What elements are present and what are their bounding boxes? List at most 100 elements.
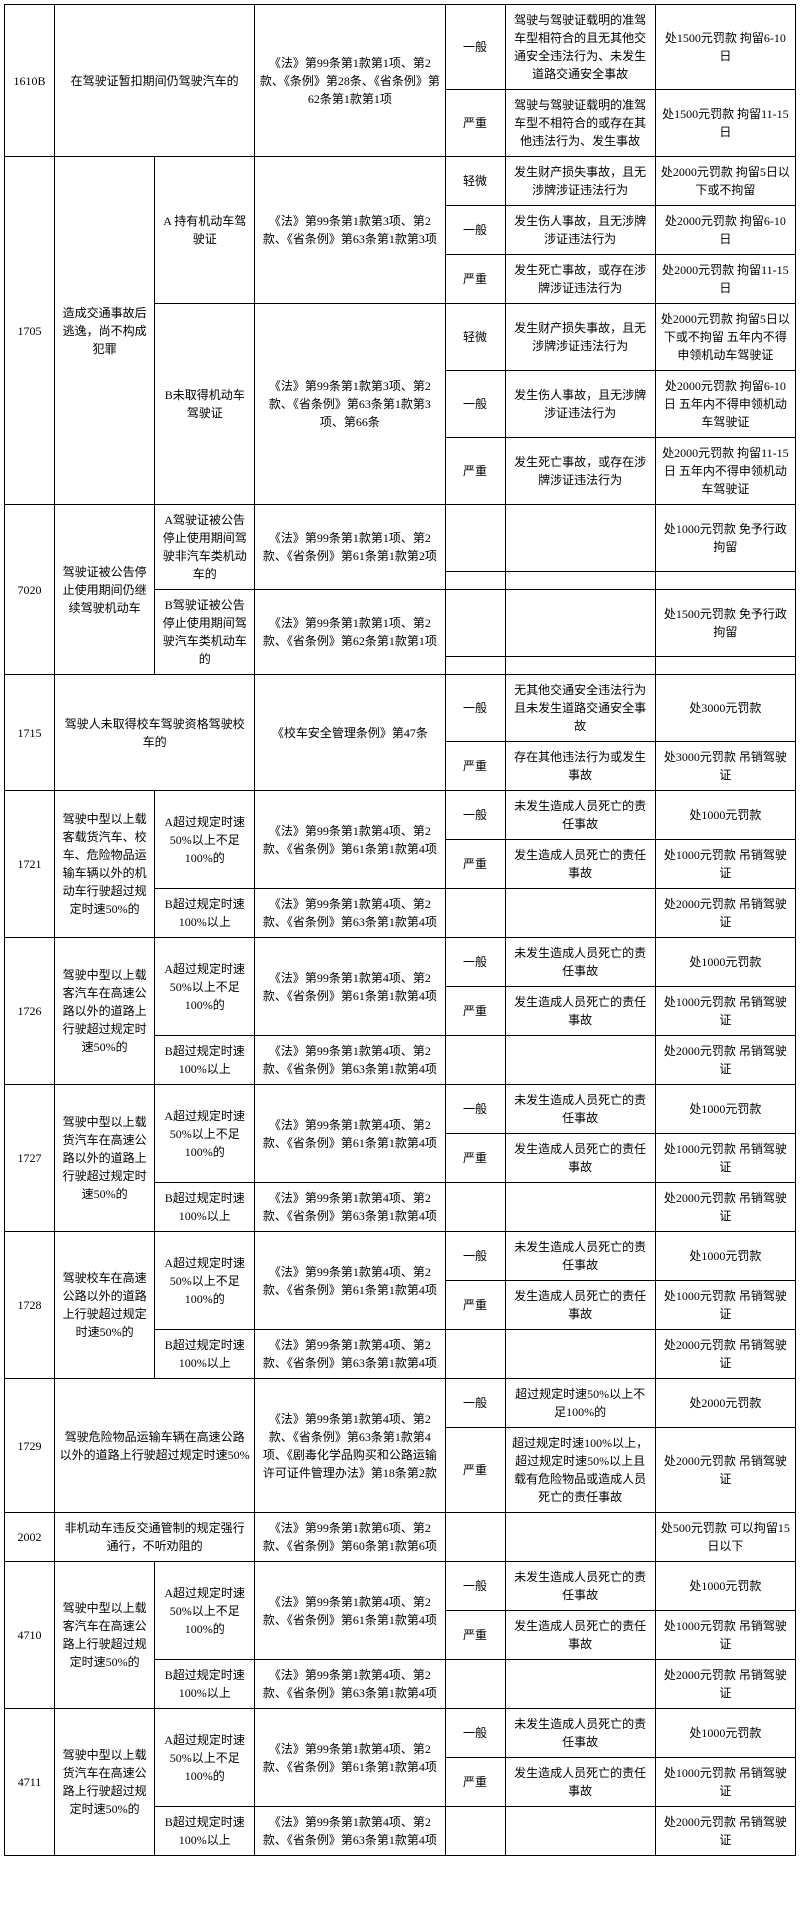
table-cell: A超过规定时速50%以上不足100%的 — [155, 1709, 255, 1807]
table-cell: A超过规定时速50%以上不足100%的 — [155, 791, 255, 889]
table-cell — [445, 1807, 505, 1856]
table-cell: 处1000元罚款 吊销驾驶证 — [655, 1611, 795, 1660]
table-cell: 4710 — [5, 1562, 55, 1709]
penalty-table: 1610B在驾驶证暂扣期间仍驾驶汽车的《法》第99条第1款第1项、第2款、《条例… — [4, 4, 796, 1856]
table-cell: 处2000元罚款 吊销驾驶证 — [655, 1428, 795, 1513]
table-cell: 一般 — [445, 1379, 505, 1428]
table-cell: 严重 — [445, 742, 505, 791]
table-cell: 处2000元罚款 吊销驾驶证 — [655, 889, 795, 938]
table-cell: 处1000元罚款 吊销驾驶证 — [655, 1134, 795, 1183]
table-cell: 发生造成人员死亡的责任事故 — [505, 1134, 655, 1183]
table-cell: 处500元罚款 可以拘留15日以下 — [655, 1513, 795, 1562]
table-row: 1729驾驶危险物品运输车辆在高速公路以外的道路上行驶超过规定时速50%《法》第… — [5, 1379, 796, 1428]
table-cell: 1721 — [5, 791, 55, 938]
table-cell: 处3000元罚款 — [655, 675, 795, 742]
table-cell: 《法》第99条第1款第4项、第2款、《省条例》第61条第1款第4项 — [255, 1085, 445, 1183]
table-cell: 发生死亡事故，或存在涉牌涉证违法行为 — [505, 255, 655, 304]
table-cell: 驾驶与驾驶证载明的准驾车型相符合的且无其他交通安全违法行为、未发生道路交通安全事… — [505, 5, 655, 90]
table-cell: 4711 — [5, 1709, 55, 1856]
table-cell: 处2000元罚款 吊销驾驶证 — [655, 1660, 795, 1709]
table-cell: 存在其他违法行为或发生事故 — [505, 742, 655, 791]
table-cell: 《法》第99条第1款第4项、第2款、《省条例》第63条第1款第4项、《剧毒化学品… — [255, 1379, 445, 1513]
table-cell: 发生财产损失事故，且无涉牌涉证违法行为 — [505, 157, 655, 206]
table-cell — [505, 1807, 655, 1856]
table-cell: 未发生造成人员死亡的责任事故 — [505, 1232, 655, 1281]
table-cell — [505, 889, 655, 938]
table-cell — [445, 1660, 505, 1709]
table-cell: 发生造成人员死亡的责任事故 — [505, 1611, 655, 1660]
table-cell: 处3000元罚款 吊销驾驶证 — [655, 742, 795, 791]
table-cell: 《法》第99条第1款第1项、第2款、《省条例》第61条第1款第2项 — [255, 505, 445, 590]
table-cell: 《法》第99条第1款第4项、第2款、《省条例》第63条第1款第4项 — [255, 1183, 445, 1232]
table-cell: 处1500元罚款 免予行政拘留 — [655, 590, 795, 657]
table-cell: 处2000元罚款 拘留5日以下或不拘留 五年内不得申领机动车驾驶证 — [655, 304, 795, 371]
table-cell: B超过规定时速100%以上 — [155, 1807, 255, 1856]
table-cell: 驾驶中型以上载货汽车在高速公路以外的道路上行驶超过规定时速50%的 — [55, 1085, 155, 1232]
table-cell: 在驾驶证暂扣期间仍驾驶汽车的 — [55, 5, 255, 157]
table-cell: 发生伤人事故，且无涉牌涉证违法行为 — [505, 371, 655, 438]
table-cell: B超过规定时速100%以上 — [155, 1660, 255, 1709]
table-cell: 处1000元罚款 — [655, 1232, 795, 1281]
table-cell: 驾驶中型以上载客载货汽车、校车、危险物品运输车辆以外的机动车行驶超过规定时速50… — [55, 791, 155, 938]
table-cell: 1705 — [5, 157, 55, 505]
table-cell: 一般 — [445, 1709, 505, 1758]
table-cell: 未发生造成人员死亡的责任事故 — [505, 1562, 655, 1611]
table-cell: 严重 — [445, 1134, 505, 1183]
table-cell: 处1000元罚款 — [655, 1709, 795, 1758]
table-cell: 处1000元罚款 吊销驾驶证 — [655, 1758, 795, 1807]
table-cell: 处1500元罚款 拘留6-10日 — [655, 5, 795, 90]
table-cell: 一般 — [445, 791, 505, 840]
table-row: 7020驾驶证被公告停止使用期间仍继续驾驶机动车A驾驶证被公告停止使用期间驾驶非… — [5, 505, 796, 572]
table-cell: 《法》第99条第1款第4项、第2款、《省条例》第61条第1款第4项 — [255, 938, 445, 1036]
table-cell: A超过规定时速50%以上不足100%的 — [155, 1562, 255, 1660]
table-cell — [505, 1036, 655, 1085]
table-cell: 处2000元罚款 拘留11-15日 — [655, 255, 795, 304]
table-cell: 一般 — [445, 1562, 505, 1611]
table-cell — [655, 572, 795, 590]
table-cell — [445, 572, 505, 590]
table-cell: 《法》第99条第1款第1项、第2款、《条例》第28条、《省条例》第62条第1款第… — [255, 5, 445, 157]
table-cell: 《法》第99条第1款第4项、第2款、《省条例》第63条第1款第4项 — [255, 1807, 445, 1856]
table-cell: 处2000元罚款 吊销驾驶证 — [655, 1330, 795, 1379]
table-cell: 一般 — [445, 938, 505, 987]
table-cell: 严重 — [445, 1758, 505, 1807]
table-cell: 《法》第99条第1款第3项、第2款、《省条例》第63条第1款第3项 — [255, 157, 445, 304]
table-cell: 处1000元罚款 吊销驾驶证 — [655, 1281, 795, 1330]
table-cell: 驾驶中型以上载货汽车在高速公路上行驶超过规定时速50%的 — [55, 1709, 155, 1856]
table-cell: 未发生造成人员死亡的责任事故 — [505, 1085, 655, 1134]
table-row: 1727驾驶中型以上载货汽车在高速公路以外的道路上行驶超过规定时速50%的A超过… — [5, 1085, 796, 1134]
table-cell — [505, 572, 655, 590]
table-row: 1728驾驶校车在高速公路以外的道路上行驶超过规定时速50%的A超过规定时速50… — [5, 1232, 796, 1281]
table-cell: 处1000元罚款 — [655, 938, 795, 987]
table-cell: 严重 — [445, 1428, 505, 1513]
table-cell: 处1500元罚款 拘留11-15日 — [655, 90, 795, 157]
table-cell: 未发生造成人员死亡的责任事故 — [505, 1709, 655, 1758]
table-row: 2002非机动车违反交通管制的规定强行通行，不听劝阻的《法》第99条第1款第6项… — [5, 1513, 796, 1562]
table-cell: 《法》第99条第1款第4项、第2款、《省条例》第61条第1款第4项 — [255, 1709, 445, 1807]
table-cell: 《法》第99条第1款第4项、第2款、《省条例》第61条第1款第4项 — [255, 1232, 445, 1330]
table-cell: 处2000元罚款 吊销驾驶证 — [655, 1807, 795, 1856]
table-cell: 严重 — [445, 840, 505, 889]
table-cell: 《校车安全管理条例》第47条 — [255, 675, 445, 791]
table-cell: 《法》第99条第1款第4项、第2款、《省条例》第61条第1款第4项 — [255, 1562, 445, 1660]
table-cell: 《法》第99条第1款第4项、第2款、《省条例》第63条第1款第4项 — [255, 889, 445, 938]
table-cell: 一般 — [445, 675, 505, 742]
table-cell — [445, 1513, 505, 1562]
table-cell: 轻微 — [445, 304, 505, 371]
table-cell: 驾驶危险物品运输车辆在高速公路以外的道路上行驶超过规定时速50% — [55, 1379, 255, 1513]
table-row: 4711驾驶中型以上载货汽车在高速公路上行驶超过规定时速50%的A超过规定时速5… — [5, 1709, 796, 1758]
table-cell: 发生伤人事故，且无涉牌涉证违法行为 — [505, 206, 655, 255]
table-cell: 驾驶与驾驶证载明的准驾车型不相符合的或存在其他违法行为、发生事故 — [505, 90, 655, 157]
table-cell — [505, 1330, 655, 1379]
table-cell — [655, 657, 795, 675]
table-cell: B驾驶证被公告停止使用期间驾驶汽车类机动车的 — [155, 590, 255, 675]
table-cell: 发生造成人员死亡的责任事故 — [505, 840, 655, 889]
table-cell: B未取得机动车驾驶证 — [155, 304, 255, 505]
table-cell: 《法》第99条第1款第6项、第2款、《省条例》第60条第1款第6项 — [255, 1513, 445, 1562]
table-cell: A 持有机动车驾驶证 — [155, 157, 255, 304]
table-cell: A超过规定时速50%以上不足100%的 — [155, 938, 255, 1036]
table-cell: B超过规定时速100%以上 — [155, 1036, 255, 1085]
table-cell: 驾驶人未取得校车驾驶资格驾驶校车的 — [55, 675, 255, 791]
table-cell: 处1000元罚款 吊销驾驶证 — [655, 840, 795, 889]
table-cell: 《法》第99条第1款第4项、第2款、《省条例》第61条第1款第4项 — [255, 791, 445, 889]
